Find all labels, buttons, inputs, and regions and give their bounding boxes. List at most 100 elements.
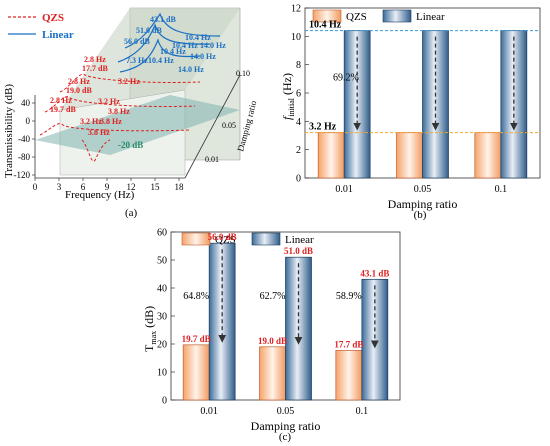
panel-b-caption: (b) bbox=[414, 209, 427, 221]
legend-a: QZS Linear bbox=[8, 12, 74, 41]
x-tick-label: 0.01 bbox=[200, 406, 218, 417]
qzs-label: 3.2 Hz bbox=[98, 97, 120, 106]
bar-qzs bbox=[317, 132, 345, 179]
y-tick-label: -80 bbox=[18, 152, 30, 162]
x-axis-title: Damping ratio bbox=[388, 197, 458, 211]
linear-label: 51.0 dB bbox=[136, 26, 162, 35]
x-axis-title: Damping ratio bbox=[251, 419, 321, 433]
qzs-label: 3.8 Hz bbox=[108, 107, 130, 116]
x-tick-label: 3 bbox=[57, 182, 62, 192]
qzs-curve-3 bbox=[39, 123, 191, 136]
y-ticks: -120 -80 -40 0 40 bbox=[14, 98, 35, 180]
linear-curve-3 bbox=[124, 12, 221, 49]
linear-label: 14.0 Hz bbox=[190, 52, 216, 61]
x-tick-label: 9 bbox=[105, 182, 110, 192]
y-tick-label: 50 bbox=[157, 256, 167, 267]
linear-curve-1 bbox=[119, 38, 201, 73]
annotation-linear-freq: 10.4 Hz bbox=[309, 20, 342, 31]
panel-a: -20 dB 0 3 6 9 12 15 18 -120 -80 -40 0 40 0.01 0.05… bbox=[3, 7, 259, 219]
bar-linear bbox=[500, 30, 528, 179]
qzs-label: 3.2 Hz bbox=[80, 117, 102, 126]
x-ticks: 0 3 6 9 12 15 18 bbox=[33, 178, 184, 192]
z-tick-label: 0.10 bbox=[236, 69, 250, 78]
legend-qzs-label: QZS bbox=[346, 11, 367, 23]
x-tick-label: 0 bbox=[33, 182, 38, 192]
qzs-label: 19.7 dB bbox=[50, 105, 76, 114]
y-tick-label: 40 bbox=[157, 284, 167, 295]
z-ticks: 0.01 0.05 0.10 bbox=[205, 69, 250, 164]
y-tick-label: 10 bbox=[291, 32, 301, 43]
x-tick-label: 0.1 bbox=[495, 184, 508, 195]
annotation-percent: 69.2% bbox=[333, 72, 359, 83]
minus20-plane bbox=[35, 95, 240, 155]
linear-label: 10.4 Hz bbox=[148, 56, 174, 65]
y-tick-label: 40 bbox=[21, 98, 31, 108]
data-label-linear: 43.1 dB bbox=[360, 268, 389, 278]
legend-qzs-swatch bbox=[181, 232, 211, 246]
percent-label: 64.8% bbox=[183, 291, 209, 302]
qzs-label: 19.0 dB bbox=[66, 86, 92, 95]
linear-curve-2 bbox=[117, 23, 211, 63]
y-tick-label: 2 bbox=[296, 145, 301, 156]
legend-qzs-swatch bbox=[312, 9, 342, 23]
y-tick-label: 60 bbox=[157, 228, 167, 239]
x-tick-label: 0.05 bbox=[414, 184, 432, 195]
qzs-label: 3.2 Hz bbox=[118, 77, 140, 86]
x-axis-title: Frequency (Hz) bbox=[65, 189, 135, 201]
bar-linear bbox=[361, 278, 389, 401]
legend-linear-label: Linear bbox=[42, 29, 74, 41]
z-axis bbox=[184, 74, 241, 179]
linear-peak-top: 43.1 dB bbox=[150, 15, 176, 24]
minus20-label: -20 dB bbox=[118, 140, 143, 150]
y-tick-label: 8 bbox=[296, 60, 301, 71]
linear-label: 14.0 Hz bbox=[200, 41, 226, 50]
data-label-qzs: 19.7 dB bbox=[182, 334, 211, 344]
data-label-linear: 56.0 dB bbox=[208, 232, 237, 242]
panel-b: 0 2 4 6 8 10 12 0.01 0.05 0.1 Damping ratio QZS Line… bbox=[280, 4, 541, 221]
z-tick-label: 0.05 bbox=[222, 121, 236, 130]
y-axis-title: Tmax (dB) bbox=[142, 306, 158, 352]
y-tick-label: 4 bbox=[296, 117, 301, 128]
linear-label: 10.4 Hz bbox=[185, 33, 211, 42]
bar-linear bbox=[422, 30, 449, 179]
y-tick-label: 12 bbox=[291, 4, 301, 15]
y-tick-label: 20 bbox=[157, 340, 167, 351]
bar-qzs bbox=[335, 350, 363, 401]
y-tick-label: 6 bbox=[296, 89, 301, 100]
y-tick-label: -120 bbox=[14, 170, 31, 180]
qzs-label: 2.8 Hz bbox=[68, 77, 90, 86]
y-tick-label: 0 bbox=[26, 116, 31, 126]
y-axis-title: finitial (Hz) bbox=[280, 73, 296, 120]
legend-linear-swatch bbox=[382, 9, 412, 23]
legend-linear-label: Linear bbox=[416, 11, 445, 23]
y-tick-label: -40 bbox=[18, 134, 30, 144]
qzs-label: 2.8 Hz bbox=[50, 96, 72, 105]
qzs-label: 3.8 Hz bbox=[88, 128, 110, 137]
y-tick-label: 30 bbox=[157, 312, 167, 323]
top-wall bbox=[60, 8, 240, 110]
data-label-qzs: 19.0 dB bbox=[258, 336, 287, 346]
z-tick-label: 0.01 bbox=[205, 155, 219, 164]
annotation-qzs-freq: 3.2 Hz bbox=[309, 122, 337, 133]
data-label-linear: 51.0 dB bbox=[284, 246, 313, 256]
qzs-label: 3.8 Hz bbox=[100, 117, 122, 126]
x-tick-label: 12 bbox=[127, 182, 136, 192]
qzs-curve-2 bbox=[44, 96, 196, 113]
x-tick-label: 0.1 bbox=[356, 406, 369, 417]
qzs-label: 2.8 Hz bbox=[84, 55, 106, 64]
x-tick-label: 0.05 bbox=[277, 406, 295, 417]
y-tick-label: 0 bbox=[296, 174, 301, 185]
bar-qzs bbox=[396, 132, 423, 179]
bar-qzs bbox=[474, 132, 502, 179]
x-tick-label: 0.01 bbox=[335, 184, 353, 195]
qzs-notch bbox=[81, 139, 111, 162]
data-label-qzs: 17.7 dB bbox=[334, 339, 363, 349]
legend-qzs-label: QZS bbox=[42, 12, 64, 24]
x-tick-label: 15 bbox=[151, 182, 161, 192]
panel-a-caption: (a) bbox=[125, 207, 138, 219]
percent-label: 62.7% bbox=[260, 291, 286, 302]
percent-label: 58.9% bbox=[336, 291, 362, 302]
x-tick-label: 6 bbox=[81, 182, 86, 192]
bar-qzs bbox=[182, 344, 210, 401]
